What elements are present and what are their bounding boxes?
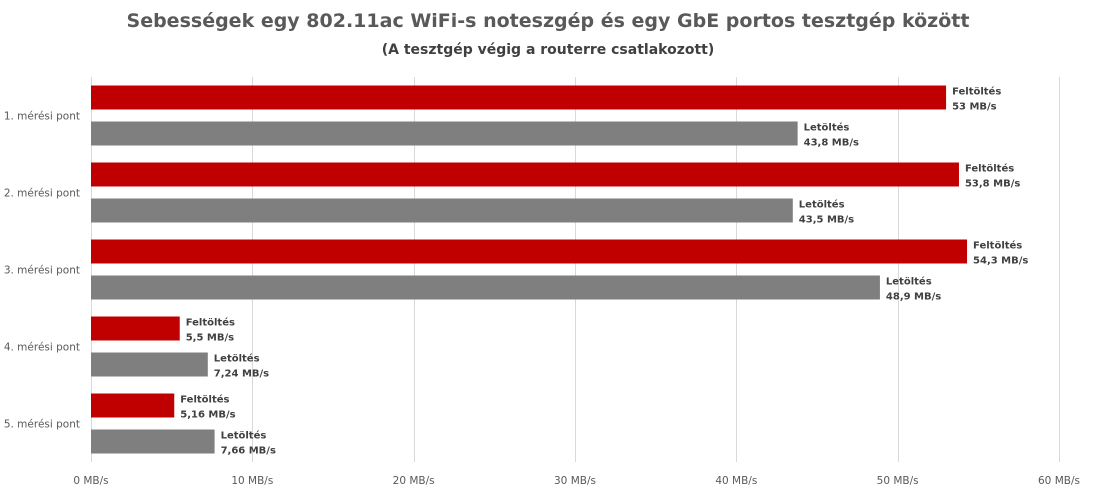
category-labels: 1. mérési pont 2. mérési pont 3. mérési po… [4, 111, 80, 431]
data-label-value: 43,8 MB/s [804, 138, 859, 149]
category-label: 2. mérési pont [4, 188, 80, 200]
bar-letöltés [91, 429, 215, 454]
bar-feltöltés [91, 162, 959, 187]
data-label-series: Feltöltés [952, 86, 1001, 98]
bar-feltöltés [91, 85, 947, 110]
bar-feltöltés [91, 239, 968, 264]
data-label-series: Feltöltés [180, 394, 229, 406]
x-tick-label: 30 MB/s [554, 475, 596, 487]
x-tick-label: 40 MB/s [715, 475, 757, 487]
x-tick-label: 0 MB/s [73, 475, 108, 487]
data-label-value: 5,5 MB/s [186, 333, 234, 344]
x-tick-label: 50 MB/s [877, 475, 919, 487]
bar-letöltés [91, 352, 208, 377]
data-label-series: Letöltés [221, 430, 267, 442]
bar-letöltés [91, 198, 793, 223]
data-label-series: Letöltés [799, 199, 845, 211]
x-tick-label: 10 MB/s [231, 475, 273, 487]
bar-feltöltés [91, 316, 180, 341]
data-label-value: 7,66 MB/s [221, 446, 276, 457]
data-label-series: Letöltés [804, 122, 850, 134]
data-label-value: 7,24 MB/s [214, 369, 269, 380]
category-label: 5. mérési pont [4, 419, 80, 431]
data-label-value: 43,5 MB/s [799, 215, 854, 226]
data-label-value: 5,16 MB/s [180, 410, 235, 421]
data-label-series: Letöltés [886, 276, 932, 288]
chart-title: Sebességek egy 802.11ac WiFi-s noteszgép… [126, 10, 970, 32]
data-label-value: 54,3 MB/s [973, 256, 1028, 267]
x-tick-label: 20 MB/s [393, 475, 435, 487]
data-labels: Feltöltés 53 MB/s Letöltés 43,8 MB/s Feltölt… [180, 86, 1028, 457]
data-label-series: Letöltés [214, 353, 260, 365]
bar-letöltés [91, 121, 798, 146]
category-label: 3. mérési pont [4, 265, 80, 277]
data-label-value: 53,8 MB/s [965, 179, 1020, 190]
data-label-series: Feltöltés [973, 240, 1022, 252]
bar-feltöltés [91, 393, 175, 418]
data-label-value: 48,9 MB/s [886, 292, 941, 303]
x-tick-labels: 0 MB/s 10 MB/s 20 MB/s 30 MB/s 40 MB/s 50 MB/… [73, 475, 1080, 487]
bar-letöltés [91, 275, 880, 300]
chart-subtitle: (A tesztgép végig a routerre csatlakozot… [381, 42, 715, 58]
data-label-value: 53 MB/s [952, 102, 997, 113]
data-label-series: Feltöltés [186, 317, 235, 329]
category-label: 1. mérési pont [4, 111, 80, 123]
category-label: 4. mérési pont [4, 342, 80, 354]
x-tick-label: 60 MB/s [1038, 475, 1080, 487]
data-label-series: Feltöltés [965, 163, 1014, 175]
bars [91, 85, 968, 454]
